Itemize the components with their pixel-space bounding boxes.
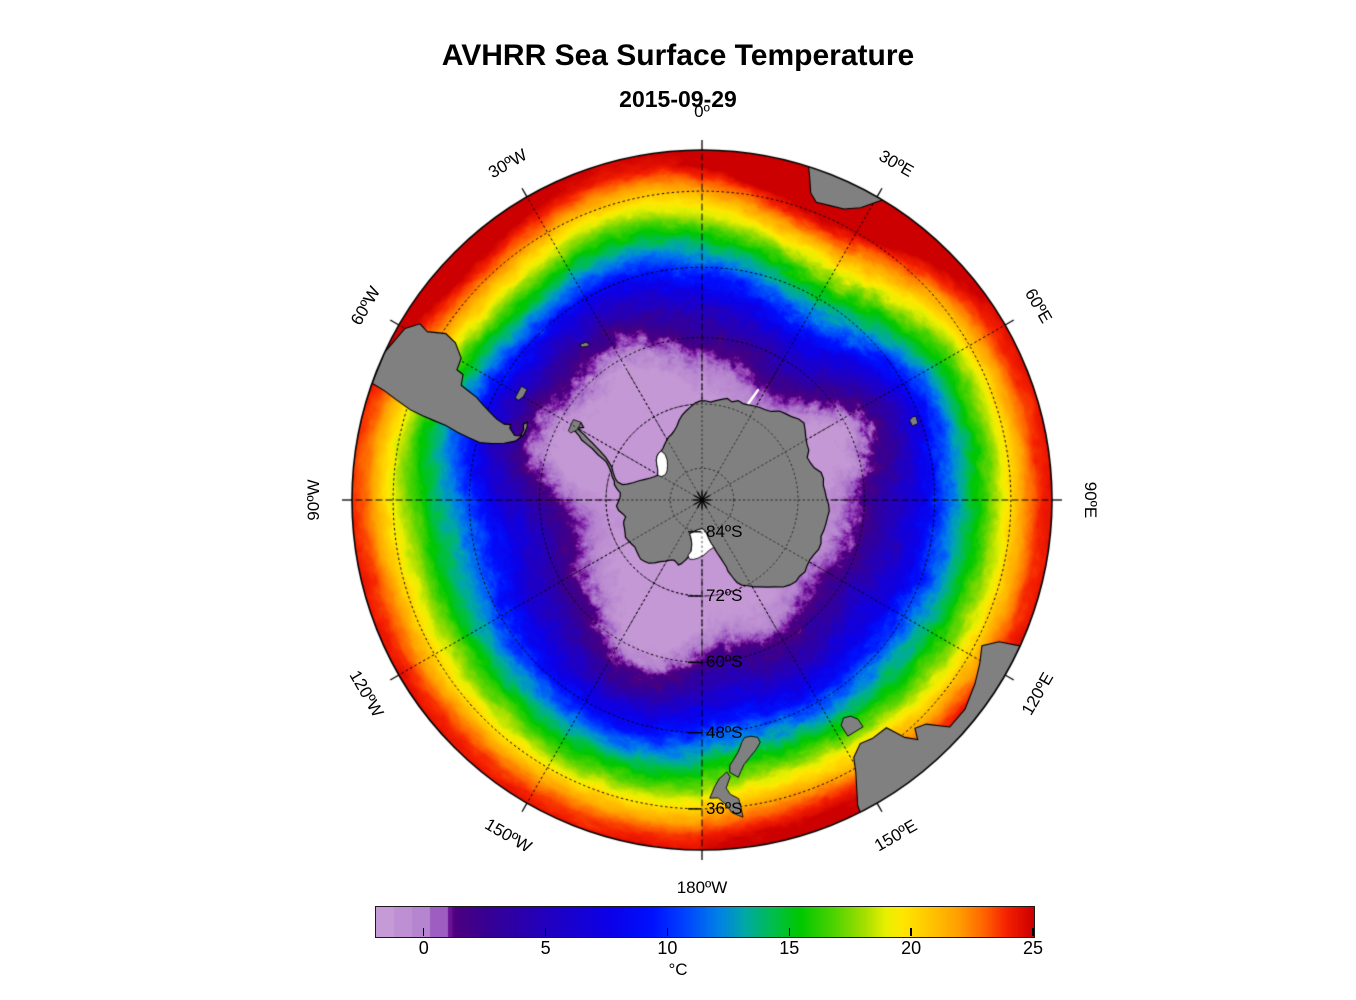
latitude-label-48S: 48ºS	[706, 722, 743, 742]
colorbar-tick-label: 10	[657, 938, 678, 958]
colorbar-tick-label: 5	[540, 938, 551, 958]
latitude-label-60S: 60ºS	[706, 652, 743, 672]
colorbar-tick	[422, 928, 425, 936]
colorbar-tick-label: 15	[779, 938, 800, 958]
colorbar-tick-labels: 0 5 10 15 20 25	[375, 938, 1043, 962]
sst-map-canvas	[0, 0, 1356, 890]
map-panel: 0º 30ºE 60ºE 90ºE 120ºE 150ºE 180ºW 150ºW 120ºW 9…	[0, 0, 1356, 897]
longitude-label-90W: 90ºW	[304, 479, 323, 521]
colorbar-tick	[666, 928, 669, 936]
colorbar-unit-label: °C	[668, 960, 688, 979]
colorbar-tick-label: 0	[418, 938, 429, 958]
longitude-label-0: 0º	[694, 102, 710, 121]
colorbar-tick	[544, 928, 547, 936]
colorbar-tick	[910, 928, 912, 936]
longitude-label-90E: 90ºE	[1081, 481, 1100, 519]
colorbar-tick-label: 20	[901, 938, 922, 958]
colorbar	[375, 906, 1035, 938]
colorbar-tick	[1032, 928, 1034, 936]
colorbar-tick	[788, 928, 791, 936]
latitude-label-84S: 84ºS	[706, 521, 743, 541]
latitude-label-72S: 72ºS	[706, 586, 743, 605]
latitude-label-36S: 36ºS	[706, 798, 743, 818]
colorbar-tick-label: 25	[1022, 938, 1044, 958]
colorbar-gradient	[375, 906, 1035, 938]
longitude-label-180W: 180ºW	[676, 878, 728, 897]
